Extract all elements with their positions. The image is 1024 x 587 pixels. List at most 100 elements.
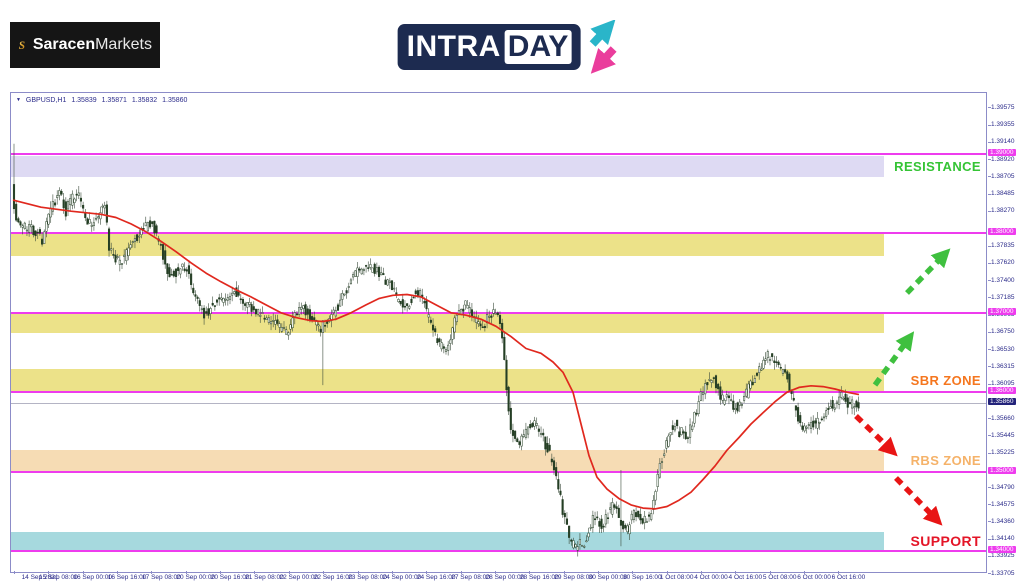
intraday-arrows-icon (589, 20, 617, 74)
time-tick-17-Sep-08-00: 17 Sep 08:00 (142, 574, 181, 581)
time-tick-29-Sep-08-00: 29 Sep 08:00 (554, 574, 593, 581)
candlestick-plot (12, 143, 951, 557)
time-tick-27-Sep-08-00: 27 Sep 08:00 (451, 574, 490, 581)
current-price-label: 1.35860 (988, 398, 1016, 406)
trend-arrow-down (854, 414, 898, 457)
symbol-label: GBPUSD,H1 (25, 97, 67, 104)
round-number-line-1.35000 (11, 470, 986, 473)
price-tick-1.34140: 1.34140 (988, 535, 1015, 543)
trend-arrow-up (905, 248, 951, 295)
price-level-label-1.38000: 1.38000 (988, 228, 1016, 236)
intraday-wordmark: INTRA DAY (397, 24, 581, 70)
time-tick-mark (632, 571, 634, 574)
price-tick-1.35660: 1.35660 (988, 414, 1015, 422)
price-tick-1.37185: 1.37185 (988, 293, 1015, 301)
price-tick-1.36315: 1.36315 (988, 362, 1015, 370)
time-tick-6-Oct-00-00: 6 Oct 00:00 (797, 574, 831, 581)
price-tick-1.35225: 1.35225 (988, 449, 1015, 457)
zone-label-rbs: RBS ZONE (910, 452, 981, 468)
zone-label-sbr: SBR ZONE (910, 372, 981, 388)
price-tick-1.33705: 1.33705 (988, 569, 1015, 577)
zone-label-support: SUPPORT (910, 533, 981, 550)
price-tick-1.37620: 1.37620 (988, 259, 1015, 267)
intraday-text-intra: INTRA (406, 30, 501, 63)
time-tick-mark (82, 571, 84, 574)
time-tick-mark (769, 571, 771, 574)
zone-band-supply-137 (11, 313, 884, 334)
price-tick-1.34360: 1.34360 (988, 517, 1015, 525)
quote-high: 1.35871 (101, 97, 127, 104)
time-tick-mark (117, 571, 119, 574)
time-tick-mark (838, 571, 840, 574)
time-tick-mark (357, 571, 359, 574)
time-tick-20-Sep-16-00: 20 Sep 16:00 (210, 574, 250, 581)
svg-text:S: S (19, 40, 25, 52)
time-tick-15-Sep-08-00: 15 Sep 08:00 (39, 574, 78, 581)
time-tick-mark (426, 571, 428, 574)
zone-band-support (11, 531, 884, 551)
time-tick-5-Oct-08-00: 5 Oct 08:00 (762, 574, 797, 581)
time-tick-24-Sep-16-00: 24 Sep 16:00 (416, 574, 456, 581)
price-tick-1.36750: 1.36750 (988, 328, 1015, 336)
moving-average-line (12, 199, 860, 510)
time-tick-4-Oct-16-00: 4 Oct 16:00 (728, 574, 763, 581)
price-level-label-1.34000: 1.34000 (988, 546, 1016, 553)
time-tick-22-Sep-00-00: 22 Sep 00:00 (279, 574, 319, 581)
time-tick-mark (701, 571, 702, 574)
time-tick-23-Sep-08-00: 23 Sep 08:00 (348, 574, 387, 581)
time-tick-mark (563, 571, 565, 574)
price-tick-1.38485: 1.38485 (988, 190, 1015, 198)
time-tick-mark (529, 571, 531, 574)
time-tick-28-Sep-00-00: 28 Sep 00:00 (485, 574, 525, 581)
time-tick-4-Oct-00-00: 4 Oct 00:00 (694, 574, 728, 581)
quote-close: 1.35860 (162, 97, 188, 104)
symbol-dropdown-icon: ▼ (16, 97, 21, 103)
time-axis: 14 Sep 2021 15 Sep 08:00 16 Sep 00:00 16 Se… (10, 571, 1000, 586)
time-tick-mark (597, 571, 599, 574)
zone-band-rbs (11, 450, 884, 471)
price-tick-1.36095: 1.36095 (988, 380, 1015, 388)
time-tick-mark (151, 571, 153, 574)
price-tick-1.38920: 1.38920 (988, 155, 1015, 163)
zone-label-resistance: RESISTANCE (894, 159, 981, 175)
price-axis: 1.39575 1.39355 1.39140 1.38920 1.38705 1.384… (988, 92, 1024, 584)
time-tick-16-Sep-00-00: 16 Sep 00:00 (73, 574, 113, 581)
time-tick-mark (288, 571, 290, 574)
trend-arrow-up (872, 331, 915, 387)
current-price-line (11, 403, 986, 405)
price-tick-1.39575: 1.39575 (988, 103, 1015, 111)
time-tick-mark (254, 571, 256, 574)
time-tick-mark (48, 571, 50, 574)
round-number-line-1.34000 (11, 550, 986, 552)
time-tick-30-Sep-16-00: 30 Sep 16:00 (622, 574, 662, 581)
time-tick-mark (735, 571, 737, 574)
time-tick-mark (666, 571, 668, 574)
saracen-wordmark: SaracenMarkets (33, 36, 152, 54)
price-tick-1.37400: 1.37400 (988, 276, 1015, 284)
price-tick-1.36530: 1.36530 (988, 345, 1015, 353)
time-tick-6-Oct-16-00: 6 Oct 16:00 (831, 574, 866, 581)
time-tick-14-Sep-2021: 14 Sep 2021 (21, 574, 59, 581)
time-tick-mark (391, 571, 393, 574)
price-tick-1.38270: 1.38270 (988, 207, 1015, 215)
saracen-name-light: Markets (95, 36, 152, 53)
time-tick-mark (494, 571, 496, 574)
zone-band-resistance (11, 156, 884, 178)
price-level-label-1.36000: 1.36000 (988, 387, 1016, 395)
saracen-name-bold: Saracen (32, 36, 96, 53)
price-level-label-1.37000: 1.37000 (988, 307, 1016, 315)
saracen-markets-logo: S SaracenMarkets (10, 22, 160, 68)
price-tick-1.35445: 1.35445 (988, 431, 1015, 439)
time-tick-mark (460, 571, 462, 574)
time-tick-30-Sep-00-00: 30 Sep 00:00 (588, 574, 628, 581)
round-number-line-1.38000 (11, 232, 986, 235)
time-tick-mark (804, 571, 806, 574)
time-tick-mark (14, 571, 15, 574)
round-number-line-1.36000 (11, 391, 986, 394)
time-tick-mark (185, 571, 187, 574)
quote-low: 1.35832 (131, 97, 158, 104)
chart-frame: RESISTANCE SBR ZONE RBS ZONE SUPPORT ▼ GBPU… (10, 92, 987, 573)
zone-band-sbr (11, 369, 884, 392)
price-tick-1.33925: 1.33925 (988, 552, 1015, 560)
